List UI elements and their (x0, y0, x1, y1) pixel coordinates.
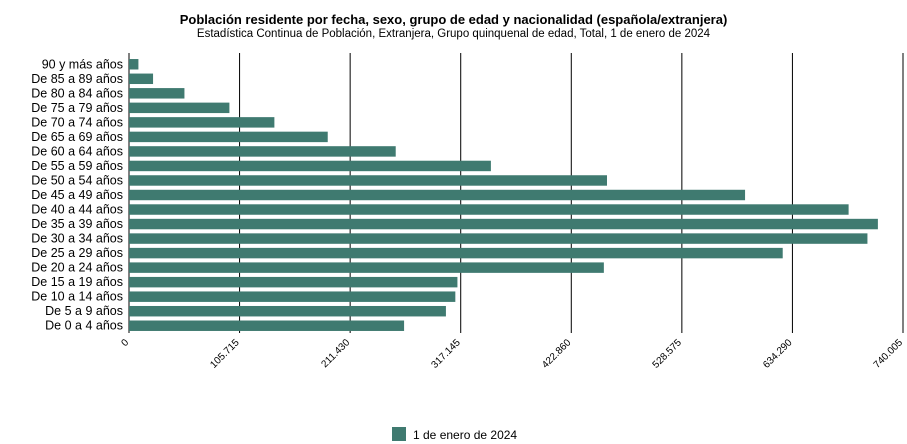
category-label: De 45 a 49 años (31, 188, 123, 202)
category-label: De 55 a 59 años (31, 159, 123, 173)
x-tick-label: 211.430 (319, 337, 352, 370)
bar (129, 132, 328, 142)
bar (129, 277, 457, 287)
bar (129, 117, 274, 127)
legend-label: 1 de enero de 2024 (413, 428, 517, 442)
category-label: De 10 a 14 años (31, 290, 123, 304)
category-label: De 80 a 84 años (31, 86, 123, 100)
x-tick-label: 634.290 (761, 337, 795, 371)
bar (129, 306, 446, 316)
category-label: 90 y más años (42, 57, 123, 71)
bar (129, 248, 783, 258)
category-label: De 85 a 89 años (31, 72, 123, 86)
category-label: De 0 a 4 años (45, 319, 123, 333)
category-label: De 50 a 54 años (31, 173, 123, 187)
bar (129, 219, 878, 229)
x-tick-label: 0 (119, 337, 131, 349)
bar (129, 74, 153, 84)
x-tick-label: 317.145 (429, 337, 463, 371)
bar (129, 161, 491, 171)
bar (129, 233, 867, 243)
legend-swatch (392, 427, 406, 441)
category-label: De 5 a 9 años (45, 304, 123, 318)
bar (129, 59, 138, 69)
bar (129, 103, 229, 113)
category-label: De 35 a 39 años (31, 217, 123, 231)
x-tick-label: 105.715 (208, 337, 242, 371)
bar (129, 88, 184, 98)
category-label: De 70 a 74 años (31, 115, 123, 129)
x-tick-label: 422.860 (540, 337, 574, 371)
bar (129, 321, 404, 331)
category-label: De 75 a 79 años (31, 101, 123, 115)
category-label: De 65 a 69 años (31, 130, 123, 144)
x-tick-label: 528.575 (651, 337, 685, 371)
bar (129, 190, 745, 200)
category-label: De 60 a 64 años (31, 144, 123, 158)
x-tick-label: 740.005 (872, 337, 906, 371)
category-label: De 40 a 44 años (31, 203, 123, 217)
category-label: De 25 a 29 años (31, 246, 123, 260)
bar (129, 262, 604, 272)
bar (129, 175, 607, 185)
category-label: De 15 a 19 años (31, 275, 123, 289)
category-label: De 20 a 24 años (31, 261, 123, 275)
bar (129, 291, 455, 301)
category-label: De 30 a 34 años (31, 232, 123, 246)
bar (129, 146, 396, 156)
bar (129, 204, 849, 214)
